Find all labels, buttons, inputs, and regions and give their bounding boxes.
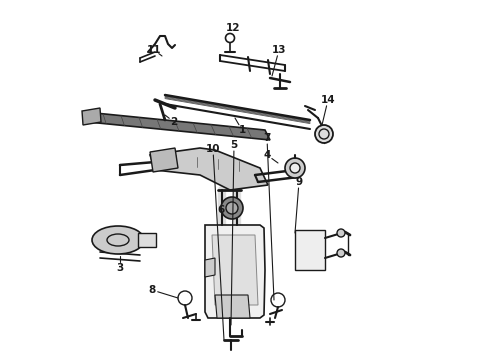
Text: 2: 2 [171,117,177,127]
Text: 7: 7 [263,133,270,143]
Text: 12: 12 [226,23,240,33]
FancyBboxPatch shape [138,233,156,247]
Circle shape [221,197,243,219]
Text: 1: 1 [238,125,245,135]
Polygon shape [215,295,250,318]
Circle shape [337,229,345,237]
Polygon shape [150,148,268,190]
Polygon shape [212,235,258,305]
Circle shape [315,125,333,143]
Polygon shape [85,112,270,140]
Text: 13: 13 [272,45,286,55]
Circle shape [226,202,238,214]
Text: 6: 6 [218,205,224,215]
Polygon shape [82,108,101,125]
FancyBboxPatch shape [295,230,325,270]
Text: 5: 5 [230,140,238,150]
Text: 10: 10 [206,144,220,154]
Text: 3: 3 [117,263,123,273]
Text: 9: 9 [295,177,302,187]
Circle shape [337,249,345,257]
Text: 11: 11 [147,45,161,55]
Polygon shape [205,258,215,277]
Text: 4: 4 [263,150,270,160]
Polygon shape [205,225,265,318]
Text: 8: 8 [148,285,156,295]
Polygon shape [150,148,178,172]
Circle shape [285,158,305,178]
Ellipse shape [92,226,144,254]
Text: 14: 14 [320,95,335,105]
Circle shape [290,163,300,173]
